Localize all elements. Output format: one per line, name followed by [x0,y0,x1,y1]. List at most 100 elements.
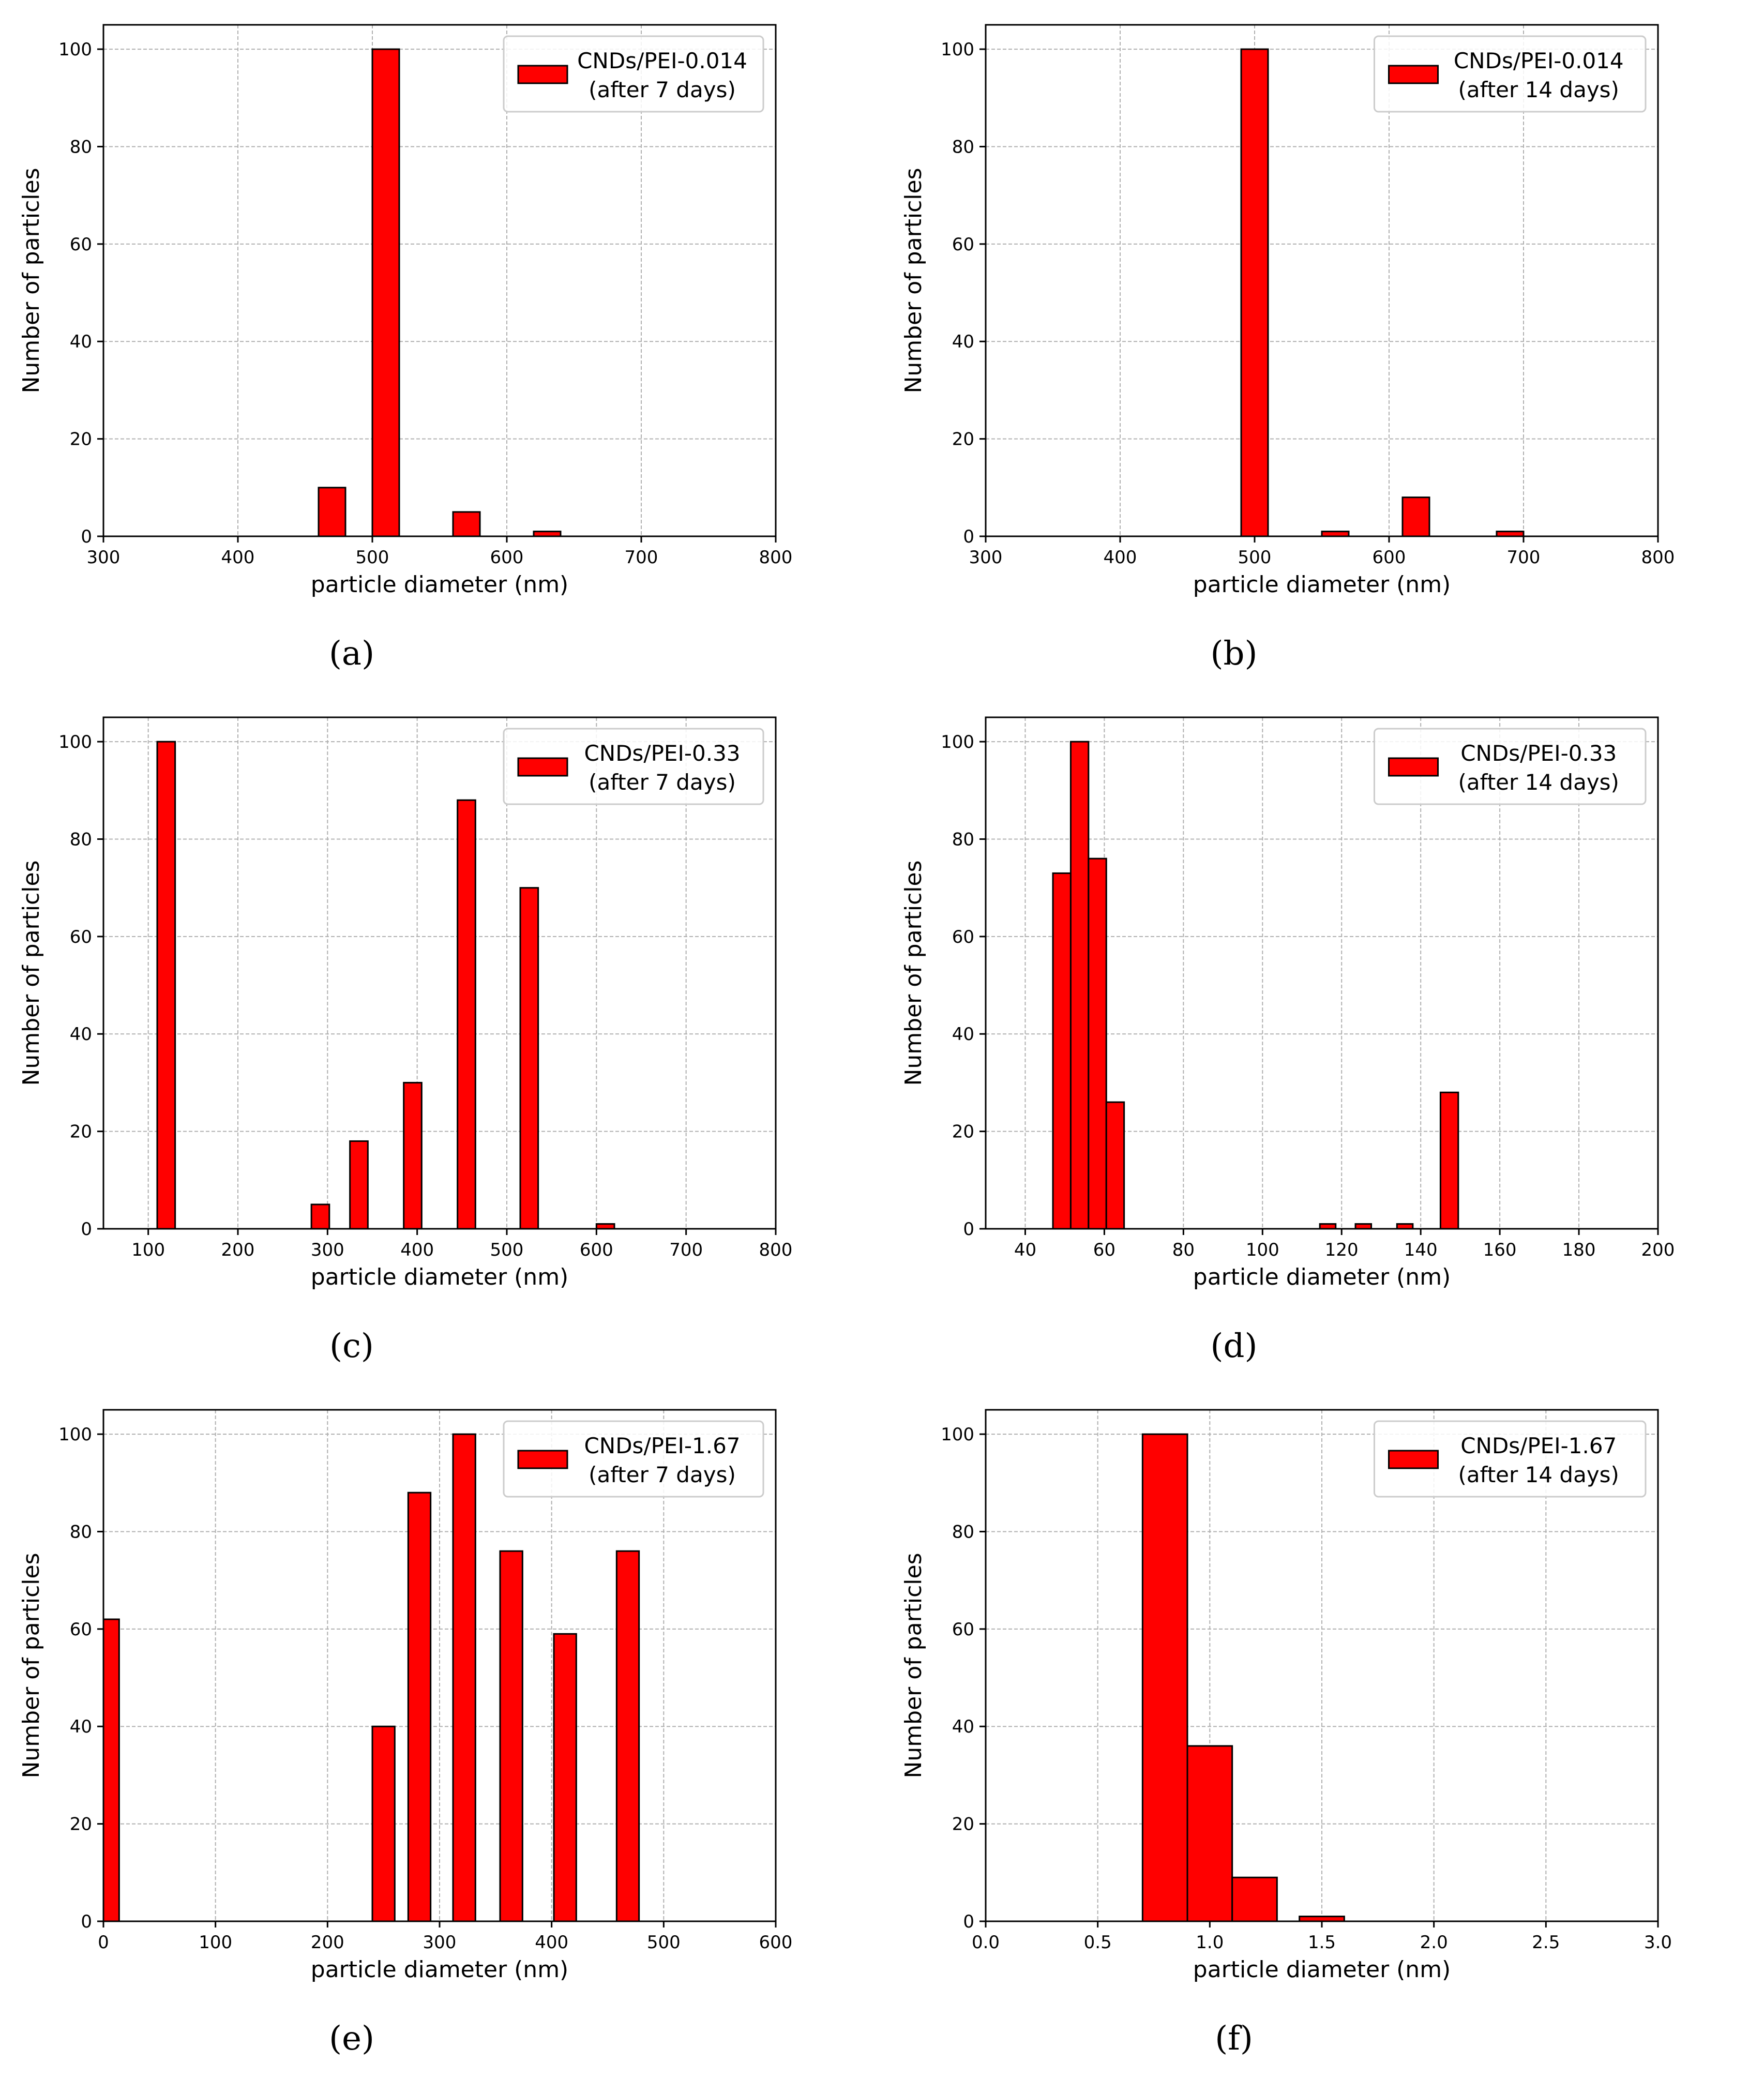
histogram-bar [407,1492,432,1922]
legend-swatch [1388,1450,1439,1469]
histogram-bar [457,799,476,1230]
y-tick-label: 60 [70,234,92,255]
x-tick-label: 600 [490,547,524,568]
legend-box [503,35,764,113]
y-tick-label: 80 [952,1522,974,1542]
y-tick-label: 100 [941,1424,974,1445]
x-tick-label: 800 [759,547,793,568]
x-tick-label: 500 [356,547,389,568]
y-tick-label: 80 [70,1522,92,1542]
histogram-bar [615,1550,640,1922]
y-tick-label: 20 [952,1122,974,1142]
x-tick-label: 180 [1562,1240,1596,1260]
legend-label-line1: CNDs/PEI-0.014 [577,48,747,73]
x-tick-label: 1.5 [1308,1932,1336,1953]
histogram-bar [156,741,176,1230]
x-tick-label: 40 [1014,1240,1036,1260]
x-tick-label: 300 [423,1932,457,1953]
y-axis-ticks: 0 20 40 60 80 100 [941,39,986,547]
y-tick-label: 80 [952,829,974,850]
legend: CNDs/PEI-0.33 (after 14 days) [1374,728,1647,805]
histogram-bar [403,1081,423,1230]
x-axis-ticks: 0 100 200 300 400 500 600 [98,1921,792,1953]
legend-box [1374,1420,1647,1498]
axes-frame [985,716,1659,1230]
y-axis-label: Number of particles [18,168,44,393]
histogram-panel-c: 100 200 300 400 500 600 700 800 0 20 40 60 80 100 part… [0,692,882,1385]
histogram-bar [553,1633,577,1922]
y-tick-label: 0 [963,526,974,547]
x-axis-label: particle diameter (nm) [1193,571,1451,598]
legend-box [1374,35,1647,113]
x-tick-label: 200 [1641,1240,1675,1260]
y-tick-label: 0 [81,526,92,547]
y-axis-ticks: 0 20 40 60 80 100 [941,1424,986,1932]
y-tick-label: 0 [81,1219,92,1240]
x-tick-label: 600 [759,1932,793,1953]
histogram-bars [102,1433,640,1922]
y-tick-label: 0 [81,1911,92,1932]
histogram-bar [1439,1091,1459,1230]
legend-swatch [517,757,568,777]
legend-label-line2: (after 14 days) [1458,1462,1619,1487]
histogram-panel-a: 300 400 500 600 700 800 0 20 40 60 80 100 particle d… [0,0,882,692]
x-axis-label: particle diameter (nm) [1193,1956,1451,1983]
y-axis-label: Number of particles [900,1553,927,1778]
histogram-bar [102,1618,120,1922]
x-axis-ticks: 100 200 300 400 500 600 700 800 [131,1229,792,1260]
y-tick-label: 20 [70,1122,92,1142]
x-tick-label: 100 [1246,1240,1279,1260]
x-tick-label: 600 [1373,547,1406,568]
y-tick-label: 60 [952,234,974,255]
legend-label-line2: (after 14 days) [1458,77,1619,102]
y-tick-label: 60 [70,927,92,947]
y-axis-ticks: 0 20 40 60 80 100 [58,1424,103,1932]
histogram-bars [1141,1433,1345,1922]
histogram-bar [1069,741,1090,1230]
histogram-bars [1240,48,1525,537]
histogram-bars [1052,741,1459,1230]
histogram-bar [1105,1101,1125,1230]
x-tick-label: 700 [669,1240,703,1260]
histogram-bar [1231,1876,1278,1922]
histogram-bar [519,887,539,1230]
legend-swatch [1388,757,1439,777]
histogram-bar [1240,48,1269,537]
histogram-b-svg: 300 400 500 600 700 800 0 20 40 60 80 100 particle d… [900,24,1675,673]
panel-caption: (e) [329,2020,374,2058]
axes-frame [102,24,777,537]
legend-label-line2: (after 14 days) [1458,770,1619,795]
legend-label-line1: CNDs/PEI-1.67 [1460,1433,1617,1458]
y-axis-label: Number of particles [900,860,927,1086]
x-tick-label: 800 [759,1240,793,1260]
histogram-bar [310,1203,330,1230]
x-tick-label: 300 [87,547,120,568]
x-tick-label: 1.0 [1196,1932,1224,1953]
histogram-panel-e: 0 100 200 300 400 500 600 0 20 40 60 80 100 particle … [0,1385,882,2077]
histogram-bar [499,1550,523,1922]
x-tick-label: 0 [98,1932,109,1953]
histogram-a-svg: 300 400 500 600 700 800 0 20 40 60 80 100 particle d… [18,24,793,673]
y-axis-ticks: 0 20 40 60 80 100 [58,39,103,547]
x-tick-label: 100 [199,1932,232,1953]
x-tick-label: 500 [1238,547,1272,568]
x-tick-label: 200 [221,1240,255,1260]
x-axis-ticks: 300 400 500 600 700 800 [87,536,793,568]
histogram-c-svg: 100 200 300 400 500 600 700 800 0 20 40 60 80 100 part… [18,716,792,1365]
legend-label-line2: (after 7 days) [589,77,736,102]
y-tick-label: 20 [70,1814,92,1835]
legend-box [503,1420,764,1498]
y-tick-label: 40 [952,1024,974,1045]
x-axis-ticks: 40 60 80 100 120 140 160 180 200 [1014,1229,1675,1260]
legend-swatch [517,1450,568,1469]
histogram-bar [1088,857,1107,1230]
y-tick-label: 20 [70,429,92,450]
histogram-bar [1052,872,1072,1230]
y-axis-label: Number of particles [18,860,44,1086]
y-tick-label: 60 [952,927,974,947]
y-tick-label: 100 [58,732,92,752]
legend: CNDs/PEI-0.33 (after 7 days) [503,728,764,805]
y-axis-ticks: 0 20 40 60 80 100 [58,732,103,1240]
panel-caption: (f) [1215,2020,1253,2058]
y-tick-label: 20 [952,1814,974,1835]
